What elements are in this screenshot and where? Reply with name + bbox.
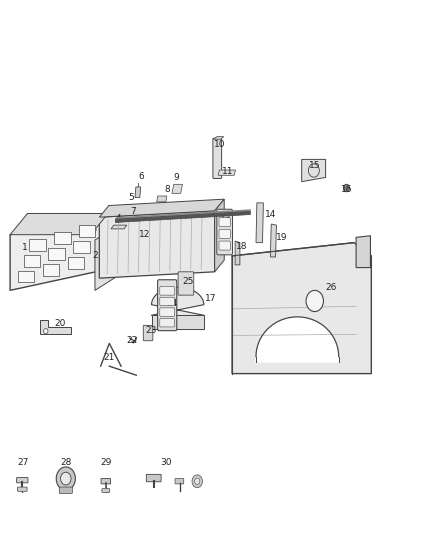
Polygon shape: [40, 319, 71, 334]
FancyBboxPatch shape: [102, 489, 110, 492]
Circle shape: [60, 472, 71, 485]
Polygon shape: [85, 229, 96, 233]
Circle shape: [56, 467, 75, 490]
Text: 5: 5: [128, 193, 134, 202]
Polygon shape: [111, 225, 127, 229]
Text: 22: 22: [126, 336, 138, 345]
FancyBboxPatch shape: [178, 272, 194, 295]
Text: 7: 7: [130, 207, 136, 216]
Polygon shape: [73, 241, 90, 253]
Polygon shape: [48, 248, 65, 260]
Text: 21: 21: [104, 353, 115, 362]
Polygon shape: [302, 159, 325, 182]
Circle shape: [192, 475, 202, 488]
FancyBboxPatch shape: [17, 478, 28, 483]
FancyBboxPatch shape: [213, 138, 222, 179]
Polygon shape: [79, 225, 95, 237]
Polygon shape: [232, 243, 371, 374]
Text: 3: 3: [88, 228, 93, 237]
Polygon shape: [10, 214, 108, 290]
FancyBboxPatch shape: [160, 297, 175, 306]
Text: 12: 12: [138, 230, 150, 239]
Polygon shape: [54, 232, 71, 244]
FancyBboxPatch shape: [18, 487, 27, 491]
Circle shape: [194, 478, 200, 484]
Text: 27: 27: [18, 458, 29, 467]
FancyBboxPatch shape: [175, 479, 184, 484]
Text: 17: 17: [205, 294, 217, 303]
Polygon shape: [126, 205, 133, 214]
FancyBboxPatch shape: [143, 325, 153, 341]
FancyBboxPatch shape: [219, 217, 230, 227]
FancyBboxPatch shape: [158, 280, 177, 330]
FancyBboxPatch shape: [160, 308, 175, 317]
Polygon shape: [24, 255, 40, 266]
FancyBboxPatch shape: [160, 318, 175, 327]
Polygon shape: [152, 287, 204, 316]
Polygon shape: [218, 170, 236, 175]
Polygon shape: [95, 227, 116, 290]
Text: 16: 16: [341, 185, 352, 194]
Text: 26: 26: [325, 283, 337, 292]
Text: 8: 8: [164, 185, 170, 194]
Text: 2: 2: [92, 252, 98, 261]
Polygon shape: [99, 199, 224, 217]
FancyBboxPatch shape: [219, 241, 230, 250]
Polygon shape: [270, 224, 276, 257]
Circle shape: [306, 290, 323, 312]
Polygon shape: [99, 211, 215, 278]
Polygon shape: [235, 241, 240, 265]
Text: 6: 6: [139, 172, 145, 181]
Polygon shape: [67, 257, 84, 269]
Text: 23: 23: [146, 326, 157, 335]
Text: 19: 19: [276, 233, 288, 242]
FancyBboxPatch shape: [160, 287, 175, 295]
Polygon shape: [356, 236, 371, 268]
FancyBboxPatch shape: [152, 316, 204, 328]
Polygon shape: [18, 271, 35, 282]
Text: 1: 1: [22, 244, 28, 253]
FancyBboxPatch shape: [219, 229, 230, 238]
Circle shape: [44, 328, 48, 334]
FancyBboxPatch shape: [59, 487, 72, 494]
Text: 14: 14: [265, 210, 276, 219]
Polygon shape: [214, 136, 224, 139]
Polygon shape: [172, 184, 183, 193]
Polygon shape: [43, 264, 59, 276]
Text: 15: 15: [309, 161, 321, 170]
Polygon shape: [116, 209, 251, 219]
Text: 10: 10: [214, 140, 226, 149]
Polygon shape: [256, 203, 263, 243]
Text: 24: 24: [167, 299, 178, 308]
Text: 11: 11: [222, 166, 233, 175]
Text: 29: 29: [100, 458, 112, 467]
Text: 30: 30: [160, 458, 172, 467]
Text: 25: 25: [183, 277, 194, 286]
Polygon shape: [135, 187, 141, 198]
FancyBboxPatch shape: [146, 474, 161, 482]
Polygon shape: [256, 317, 339, 362]
FancyBboxPatch shape: [217, 209, 233, 255]
Text: 28: 28: [60, 458, 71, 467]
Text: 18: 18: [237, 242, 248, 251]
Polygon shape: [116, 211, 251, 222]
Polygon shape: [215, 199, 224, 272]
Polygon shape: [29, 239, 46, 251]
Text: 13: 13: [220, 214, 231, 223]
FancyBboxPatch shape: [101, 479, 111, 484]
Polygon shape: [10, 214, 108, 235]
Text: 9: 9: [173, 173, 179, 182]
Text: 4: 4: [115, 214, 121, 223]
Polygon shape: [157, 196, 167, 202]
Circle shape: [343, 184, 350, 192]
Text: 20: 20: [54, 319, 66, 328]
